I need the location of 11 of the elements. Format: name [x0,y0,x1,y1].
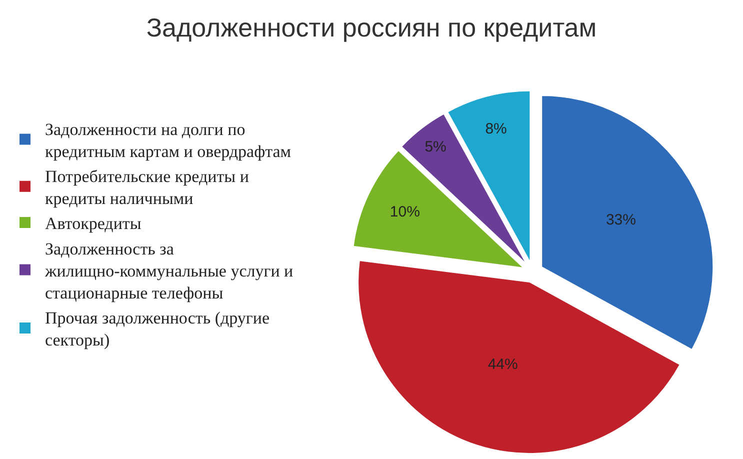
chart-title: Задолженности россиян по кредитам [146,12,597,43]
legend-label: Задолженности на долги по кредитным картам и овердрафтам [45,120,292,161]
legend-label: Автокредиты [45,214,142,234]
data-label: 8% [485,120,507,138]
data-label: 5% [424,138,446,156]
legend-label: Потребительские кредиты и кредиты наличными [45,166,249,208]
data-label: 33% [606,212,636,229]
legend-label: Прочая задолженность (другие секторы) [45,308,270,350]
legend-label: Задолженность за жилищно-коммунальные услуги и стационарные телефоны [44,239,294,302]
data-label: 44% [488,356,518,373]
data-label: 10% [390,204,420,221]
